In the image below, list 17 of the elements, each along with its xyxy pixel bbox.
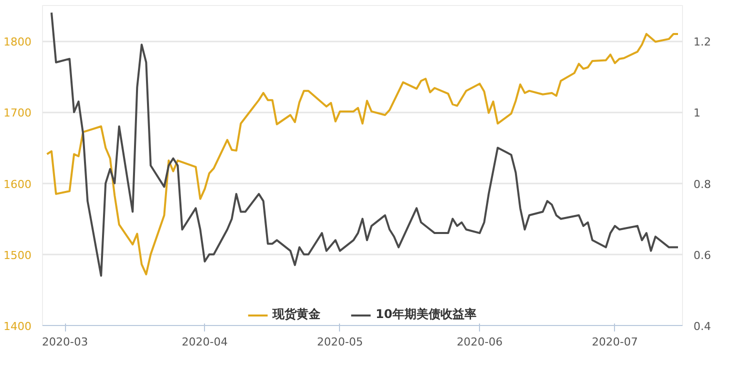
y-tick-label: 1500 [4, 248, 32, 262]
legend-label: 现货黄金 [272, 306, 321, 323]
x-tick-label: 2020-06 [456, 336, 503, 348]
x-tick-label: 2020-04 [182, 336, 228, 348]
y-tick-label: 1800 [4, 36, 32, 49]
legend-label: 10年期美债收益率 [376, 306, 476, 323]
y2-tick-label: 1.2 [694, 36, 711, 49]
x-tick-label: 2020-07 [592, 336, 638, 348]
x-tick-label: 2020-03 [42, 336, 88, 348]
y-tick-label: 1400 [4, 320, 32, 333]
y2-tick-label: 0.8 [694, 178, 711, 191]
y2-tick-label: 0.4 [694, 320, 711, 333]
y-tick-label: 1700 [4, 106, 32, 120]
y2-tick-label: 1 [694, 106, 700, 120]
y-tick-label: 1600 [4, 178, 32, 191]
y2-tick-label: 0.6 [694, 248, 711, 262]
x-tick-label: 2020-05 [316, 336, 363, 348]
